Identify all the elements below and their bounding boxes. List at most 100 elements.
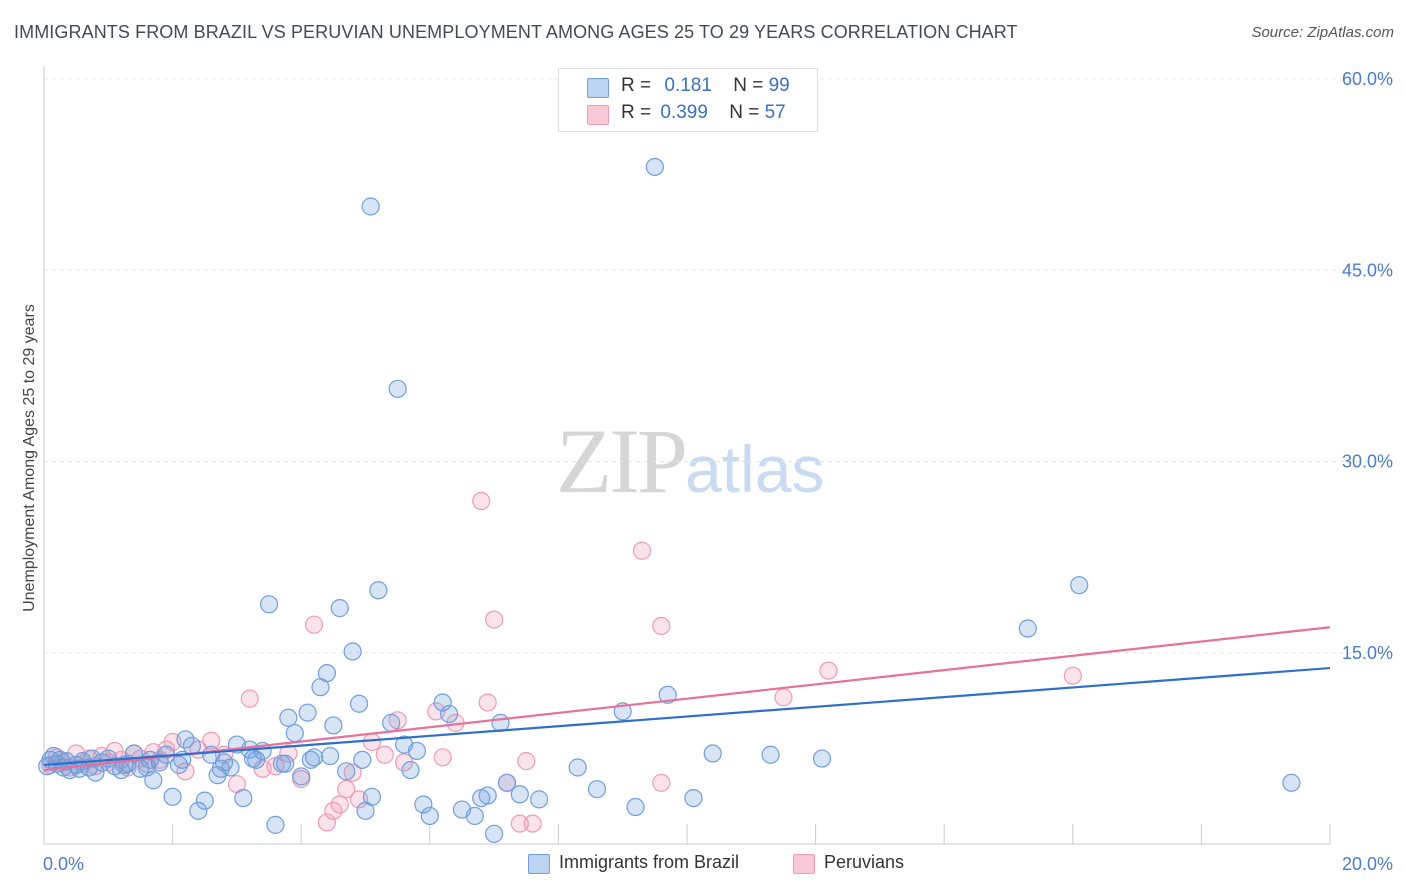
peru-point xyxy=(478,693,497,712)
legend-r-label: R = xyxy=(621,75,652,96)
y-tick-label: 15.0% xyxy=(1342,643,1393,663)
bottom-legend-peru-label: Peruvians xyxy=(824,852,905,872)
brazil-point xyxy=(510,785,529,804)
brazil-point xyxy=(401,760,420,780)
legend-swatch-peru xyxy=(587,105,609,125)
brazil-point xyxy=(362,787,382,806)
brazil-point xyxy=(478,786,497,805)
legend-n-label: N = xyxy=(729,102,760,123)
trend-lines xyxy=(43,626,1331,772)
brazil-point xyxy=(407,741,427,761)
brazil-point xyxy=(169,755,189,775)
watermark-atlas: atlas xyxy=(685,432,825,506)
chart-title: IMMIGRANTS FROM BRAZIL VS PERUVIAN UNEMP… xyxy=(14,22,1018,42)
brazil-point xyxy=(259,595,279,614)
peru-point xyxy=(362,732,382,752)
legend-row-brazil: R = 0.181 N = 99 xyxy=(559,75,817,101)
brazil-point xyxy=(485,824,504,843)
peru-point xyxy=(652,773,671,792)
brazil-point xyxy=(1018,619,1037,638)
peru-point xyxy=(517,752,536,771)
peru-point xyxy=(375,745,394,764)
brazil-point xyxy=(324,716,343,735)
brazil-point xyxy=(761,745,780,764)
peru-point xyxy=(343,763,362,782)
peru-point xyxy=(523,814,542,833)
y-tick-label: 60.0% xyxy=(1342,69,1393,89)
bottom-swatch-brazil xyxy=(528,854,550,874)
brazil-point xyxy=(70,759,89,778)
x-tick-label: 0.0% xyxy=(43,854,84,874)
y-tick-label: 30.0% xyxy=(1342,452,1393,472)
peru-point xyxy=(819,661,838,680)
brazil-point xyxy=(321,746,340,766)
brazil-point xyxy=(703,744,722,763)
peru-point xyxy=(652,616,671,636)
grid-lines xyxy=(44,78,1395,654)
peru-point xyxy=(485,610,504,629)
peru-point xyxy=(330,795,349,814)
brazil-point xyxy=(317,664,337,683)
brazil-point xyxy=(195,791,214,810)
legend-r-label: R = xyxy=(621,102,652,123)
brazil-point xyxy=(266,815,285,834)
brazil-point xyxy=(292,767,311,786)
brazil-point xyxy=(337,762,356,781)
brazil-point xyxy=(349,694,369,713)
brazil-point xyxy=(568,758,587,777)
brazil-point xyxy=(330,599,349,618)
peru-point xyxy=(472,491,491,511)
legend-swatch-brazil xyxy=(587,78,609,98)
tick-labels: 15.0% 30.0% 45.0% 60.0% 0.0% 20.0% xyxy=(43,69,1393,874)
source-label: Source: ZipAtlas.com xyxy=(1251,24,1394,41)
brazil-point xyxy=(353,750,372,769)
brazil-point xyxy=(626,797,645,817)
peru-point xyxy=(304,615,324,634)
brazil-point xyxy=(812,749,832,768)
legend-row-peru: R = 0.399 N = 57 xyxy=(559,102,817,128)
brazil-points xyxy=(38,157,1301,843)
brazil-point xyxy=(491,713,510,732)
brazil-point xyxy=(465,806,484,826)
peru-point xyxy=(433,748,452,767)
peru-point xyxy=(202,731,221,750)
brazil-point xyxy=(298,703,317,722)
brazil-point xyxy=(361,197,380,216)
brazil-point xyxy=(343,642,362,661)
brazil-point xyxy=(234,788,253,808)
legend-n-value-peru: 57 xyxy=(764,102,786,123)
legend-r-value-peru: 0.399 xyxy=(660,102,708,123)
brazil-point xyxy=(497,773,517,792)
brazil-point xyxy=(433,693,452,712)
brazil-point xyxy=(301,750,320,769)
brazil-point xyxy=(243,749,263,768)
legend-r-value-brazil: 0.181 xyxy=(664,75,712,96)
peru-point xyxy=(632,541,652,560)
legend-n-value-brazil: 99 xyxy=(768,75,790,96)
brazil-point xyxy=(587,780,607,799)
brazil-point xyxy=(382,713,401,732)
brazil-point xyxy=(211,759,230,778)
brazil-point xyxy=(189,801,208,820)
brazil-point xyxy=(285,723,304,743)
watermark: ZIPatlas xyxy=(556,408,824,514)
brazil-point xyxy=(83,749,102,768)
brazil-point xyxy=(388,379,407,398)
brazil-point xyxy=(420,806,439,826)
brazil-point xyxy=(144,771,163,790)
brazil-point xyxy=(163,787,182,806)
axes xyxy=(43,66,1331,845)
peru-point xyxy=(279,744,298,763)
correlation-legend: R = 0.181 N = 99 R = 0.399 N = 57 xyxy=(558,68,818,132)
bottom-legend-brazil-label: Immigrants from Brazil xyxy=(559,852,740,872)
brazil-point xyxy=(530,790,549,809)
brazil-point xyxy=(1070,576,1089,595)
brazil-point xyxy=(276,754,295,773)
brazil-point xyxy=(645,157,664,177)
peru-point xyxy=(1063,666,1082,685)
peru-point xyxy=(317,813,337,832)
peru-point xyxy=(510,814,529,833)
brazil-point xyxy=(414,795,433,814)
peru-point xyxy=(337,780,356,799)
